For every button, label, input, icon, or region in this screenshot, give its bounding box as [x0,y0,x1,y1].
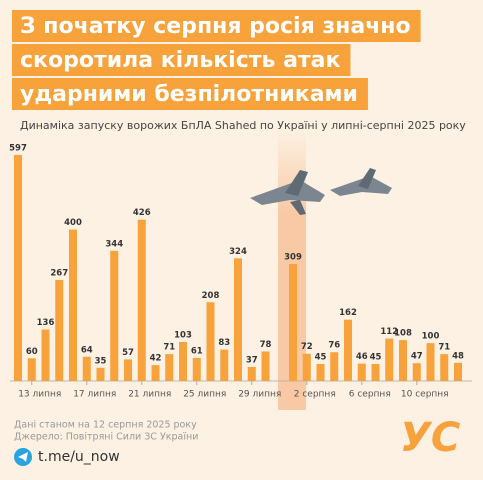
bar [14,155,22,381]
value-label: 112 [380,327,398,337]
link[interactable]: t.me/u_now [38,449,120,465]
value-label: 162 [339,308,357,318]
drone [250,170,325,215]
bar [289,264,297,381]
bar [55,279,64,381]
bar [27,358,36,381]
bar [165,354,174,381]
bar [247,366,256,381]
value-label: 83 [218,338,230,348]
value-label: 57 [122,348,134,358]
x-tick-label: 10 серпня [401,390,449,400]
subtitle: Динаміка запуску ворожих БпЛА Shahed по … [20,119,466,132]
chart-title: З початку серпня росія значно [20,14,411,39]
bar [206,302,215,381]
value-label: 71 [438,343,450,353]
value-label: 324 [229,247,247,257]
value-label: 309 [284,253,302,263]
bar [192,357,201,381]
value-label: 45 [315,352,327,362]
bar [399,340,407,381]
bar [179,342,187,381]
bar [412,363,421,381]
bar [330,352,339,381]
value-label: 37 [246,355,258,365]
bar [261,351,270,381]
bar [357,363,366,381]
bar [69,229,77,381]
note: Джерело: Повітряні Сили ЗС України [14,432,198,443]
x-tick-label: 2 серпня [294,390,336,400]
value-label: 76 [328,341,340,351]
title-box [12,44,351,76]
value-label: 426 [133,208,151,218]
value-label: 42 [150,354,162,364]
value-label: 71 [163,343,175,353]
value-label: 208 [202,291,220,301]
value-label: 108 [394,329,412,339]
bar [385,338,394,381]
value-label: 35 [95,356,107,366]
value-label: 64 [81,345,93,355]
chart-title: скоротила кількість атак [20,48,341,73]
value-label: 400 [64,218,82,228]
value-label: 72 [301,342,313,352]
value-label: 48 [452,351,464,361]
value-label: 45 [370,352,382,362]
value-label: 60 [26,347,38,357]
bar [234,258,242,381]
value-label: 46 [356,352,368,362]
drone [330,168,392,196]
value-label: 597 [9,144,27,154]
title-box [12,78,368,110]
x-tick-label: 29 липня [238,390,281,400]
value-label: 267 [50,268,68,278]
bar [371,363,380,381]
value-label: 344 [105,239,123,249]
value-label: 103 [174,331,192,341]
note: Дані станом на 12 серпня 2025 року [14,420,197,431]
logo: УС [400,415,460,461]
bar [426,343,435,381]
x-tick-label: 25 липня [183,390,226,400]
bar [41,329,50,381]
bar [440,354,449,381]
value-label: 47 [411,352,423,362]
bar [137,219,146,381]
bar [220,349,229,381]
title-box [12,10,421,42]
bar [316,363,325,381]
value-label: 78 [260,340,272,350]
bar [124,359,132,381]
chart-title: ударними безпілотниками [20,82,358,107]
bar [110,250,119,381]
value-label: 61 [191,346,203,356]
x-tick-label: 6 серпня [349,390,391,400]
x-tick-label: 17 липня [73,390,116,400]
value-label: 136 [37,318,55,328]
bar [96,367,105,381]
x-tick-label: 21 липня [128,390,171,400]
telegram-icon [18,452,28,462]
bar [82,356,91,381]
value-label: 100 [422,332,440,342]
bar [151,365,160,381]
x-tick-label: 13 липня [18,390,61,400]
bar [302,353,311,381]
bar [454,362,462,381]
bar [344,319,352,381]
